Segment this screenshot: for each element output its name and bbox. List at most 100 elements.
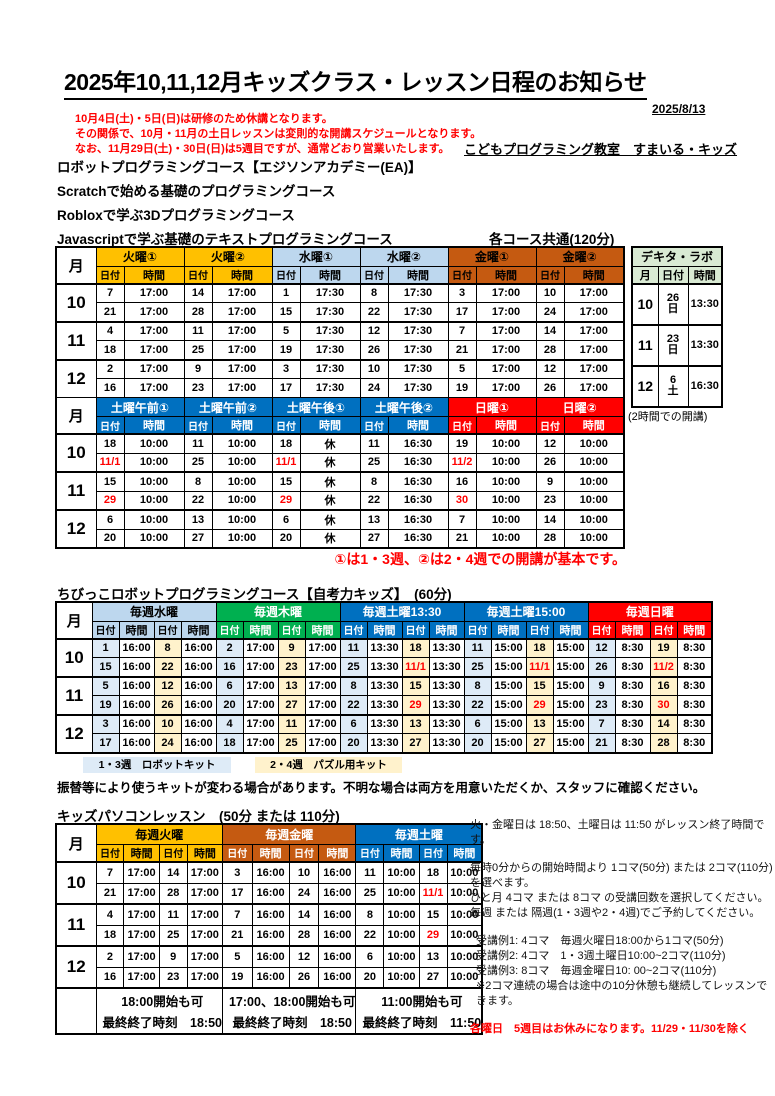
subheader-date: 日付 — [153, 620, 182, 639]
time-cell: 17:00 — [563, 340, 625, 360]
group-header: 毎週土曜15:00 — [463, 601, 589, 622]
date-cell: 13 — [418, 945, 448, 968]
subheader-time: 時間 — [211, 416, 273, 435]
date-cell: 23 — [158, 966, 188, 989]
group-header: 毎週木曜 — [215, 601, 341, 622]
subheader-date: 日付 — [221, 843, 253, 863]
date-cell: 25 — [463, 657, 492, 677]
time-cell: 17:00 — [211, 282, 273, 303]
date-cell: 7 — [95, 282, 125, 303]
date-cell: 25 — [158, 924, 188, 947]
time-cell: 17:00 — [475, 378, 537, 398]
time-cell: 16:00 — [180, 657, 217, 677]
subheader-date: 日付 — [215, 620, 244, 639]
schedule-table: 月毎週火曜 毎週金曜 毎週土曜 日付 時間 日付 時間 日付 時間 日付 時間 日付 時間 日付 時間 10 7… — [55, 823, 484, 1035]
date-cell: 2 — [95, 945, 125, 968]
date-cell: 13 — [183, 509, 213, 530]
time-cell: 15:00 — [552, 637, 589, 658]
time-cell: 10:00 — [383, 882, 420, 905]
time-cell: 休 — [299, 471, 361, 492]
time-cell: 17:00 — [186, 903, 223, 926]
subheader-month: 月 — [631, 265, 659, 284]
time-cell: 17:00 — [304, 695, 341, 715]
date-cell: 15 — [95, 471, 125, 492]
date-cell: 27 — [183, 528, 213, 549]
date-line: 日 — [667, 344, 679, 356]
time-cell: 17:00 — [123, 945, 160, 968]
group-header: 毎週水曜 — [91, 601, 217, 622]
date-cell: 25 — [359, 452, 389, 473]
subheader-date: 日付 — [355, 843, 385, 863]
date-cell: 23 — [183, 378, 213, 398]
time-cell: 17:00 — [186, 966, 223, 989]
date-cell: 19 — [447, 378, 477, 398]
footer-note-cell: 17:00、18:00開始も可 最終終了時刻 18:50 — [221, 987, 357, 1035]
date-cell: 23 — [277, 657, 306, 677]
time-cell: 13:30 — [366, 695, 403, 715]
date-cell: 4 — [95, 320, 125, 341]
subheader-date: 日付 — [339, 620, 368, 639]
date-cell: 6 — [95, 509, 125, 530]
course-line: Javascriptで学ぶ基礎のテキストプログラミングコース — [57, 232, 393, 247]
date-cell: 22 — [339, 695, 368, 715]
date-cell: 6 — [355, 945, 385, 968]
time-cell: 10:00 — [211, 528, 273, 549]
group-header: 火曜① — [95, 246, 185, 267]
date-cell: 20 — [339, 733, 368, 753]
date-cell: 11/1 — [525, 657, 554, 677]
time-cell: 16:00 — [318, 966, 357, 989]
subheader-date: 日付 — [158, 843, 188, 863]
date-cell: 25 — [355, 882, 385, 905]
date-cell: 7 — [447, 509, 477, 530]
subheader-date: 日付 — [535, 265, 565, 284]
time-cell: 15:00 — [552, 713, 589, 734]
time-cell: 17:00 — [123, 358, 185, 379]
time-cell: 17:00 — [563, 358, 625, 379]
group-header: 金曜② — [535, 246, 625, 267]
date-cell: 18 — [95, 924, 125, 947]
date-cell: 2 — [95, 358, 125, 379]
rule-paragraph: 毎時0分からの開始時間より 1コマ(50分) または 2コマ(110分)を選べま… — [470, 862, 773, 889]
date-cell: 16 — [649, 675, 678, 696]
rule-paragraph: 毎週 または 隔週(1・3週や2・4週)でご予約してください。 — [470, 907, 761, 919]
date-cell: 29 — [525, 695, 554, 715]
time-cell: 8:30 — [676, 657, 713, 677]
time-cell: 17:00 — [123, 903, 160, 926]
date-cell: 11 — [355, 861, 385, 884]
footer-line: 17:00、18:00開始も可 — [228, 995, 356, 1009]
time-cell: 17:00 — [475, 340, 537, 360]
date-cell: 8 — [339, 675, 368, 696]
date-cell: 23 — [587, 695, 616, 715]
time-cell: 15:00 — [490, 637, 527, 658]
time-cell: 17:00 — [123, 966, 160, 989]
date-cell: 26 — [359, 340, 389, 360]
footer-line: 18:00開始も可 — [121, 995, 204, 1009]
date-cell: 16 — [95, 966, 125, 989]
time-cell: 8:30 — [614, 657, 651, 677]
time-cell: 15:00 — [490, 733, 527, 753]
subheader-date: 日付 — [649, 620, 678, 639]
date-cell: 14 — [158, 861, 188, 884]
time-cell: 13:30 — [428, 675, 465, 696]
subheader-time: 時間 — [180, 620, 217, 639]
group-header: 毎週日曜 — [587, 601, 713, 622]
time-cell: 10:00 — [383, 945, 420, 968]
date-cell: 30 — [649, 695, 678, 715]
date-cell: 8 — [183, 471, 213, 492]
main-schedule-table-mount: 月火曜① 火曜② 水曜① 水曜② 金曜① 金曜② 日付 時間 日付 時間 日付 時間 日付 時間 日付 時間日… — [55, 246, 625, 549]
time-cell: 17:00 — [211, 302, 273, 322]
subheader-time: 時間 — [676, 620, 713, 639]
group-header: 火曜② — [183, 246, 273, 267]
common-duration-note: 各コース共通(120分) — [489, 232, 615, 247]
time-cell: 8:30 — [614, 713, 651, 734]
month-column-header: 月 — [55, 601, 93, 639]
month-cell: 12 — [55, 509, 97, 549]
time-cell: 10:00 — [211, 452, 273, 473]
notice-line: その関係で、10月・11月の土日レッスンは変則的な開講スケジュールとなります。 — [75, 128, 482, 140]
date-cell: 21 — [221, 924, 253, 947]
group-header: 水曜① — [271, 246, 361, 267]
subheader-time: 時間 — [123, 265, 185, 284]
time-cell: 16:30 — [387, 490, 449, 511]
time-cell: 13:30 — [687, 323, 723, 366]
subheader-time: 時間 — [446, 843, 483, 863]
